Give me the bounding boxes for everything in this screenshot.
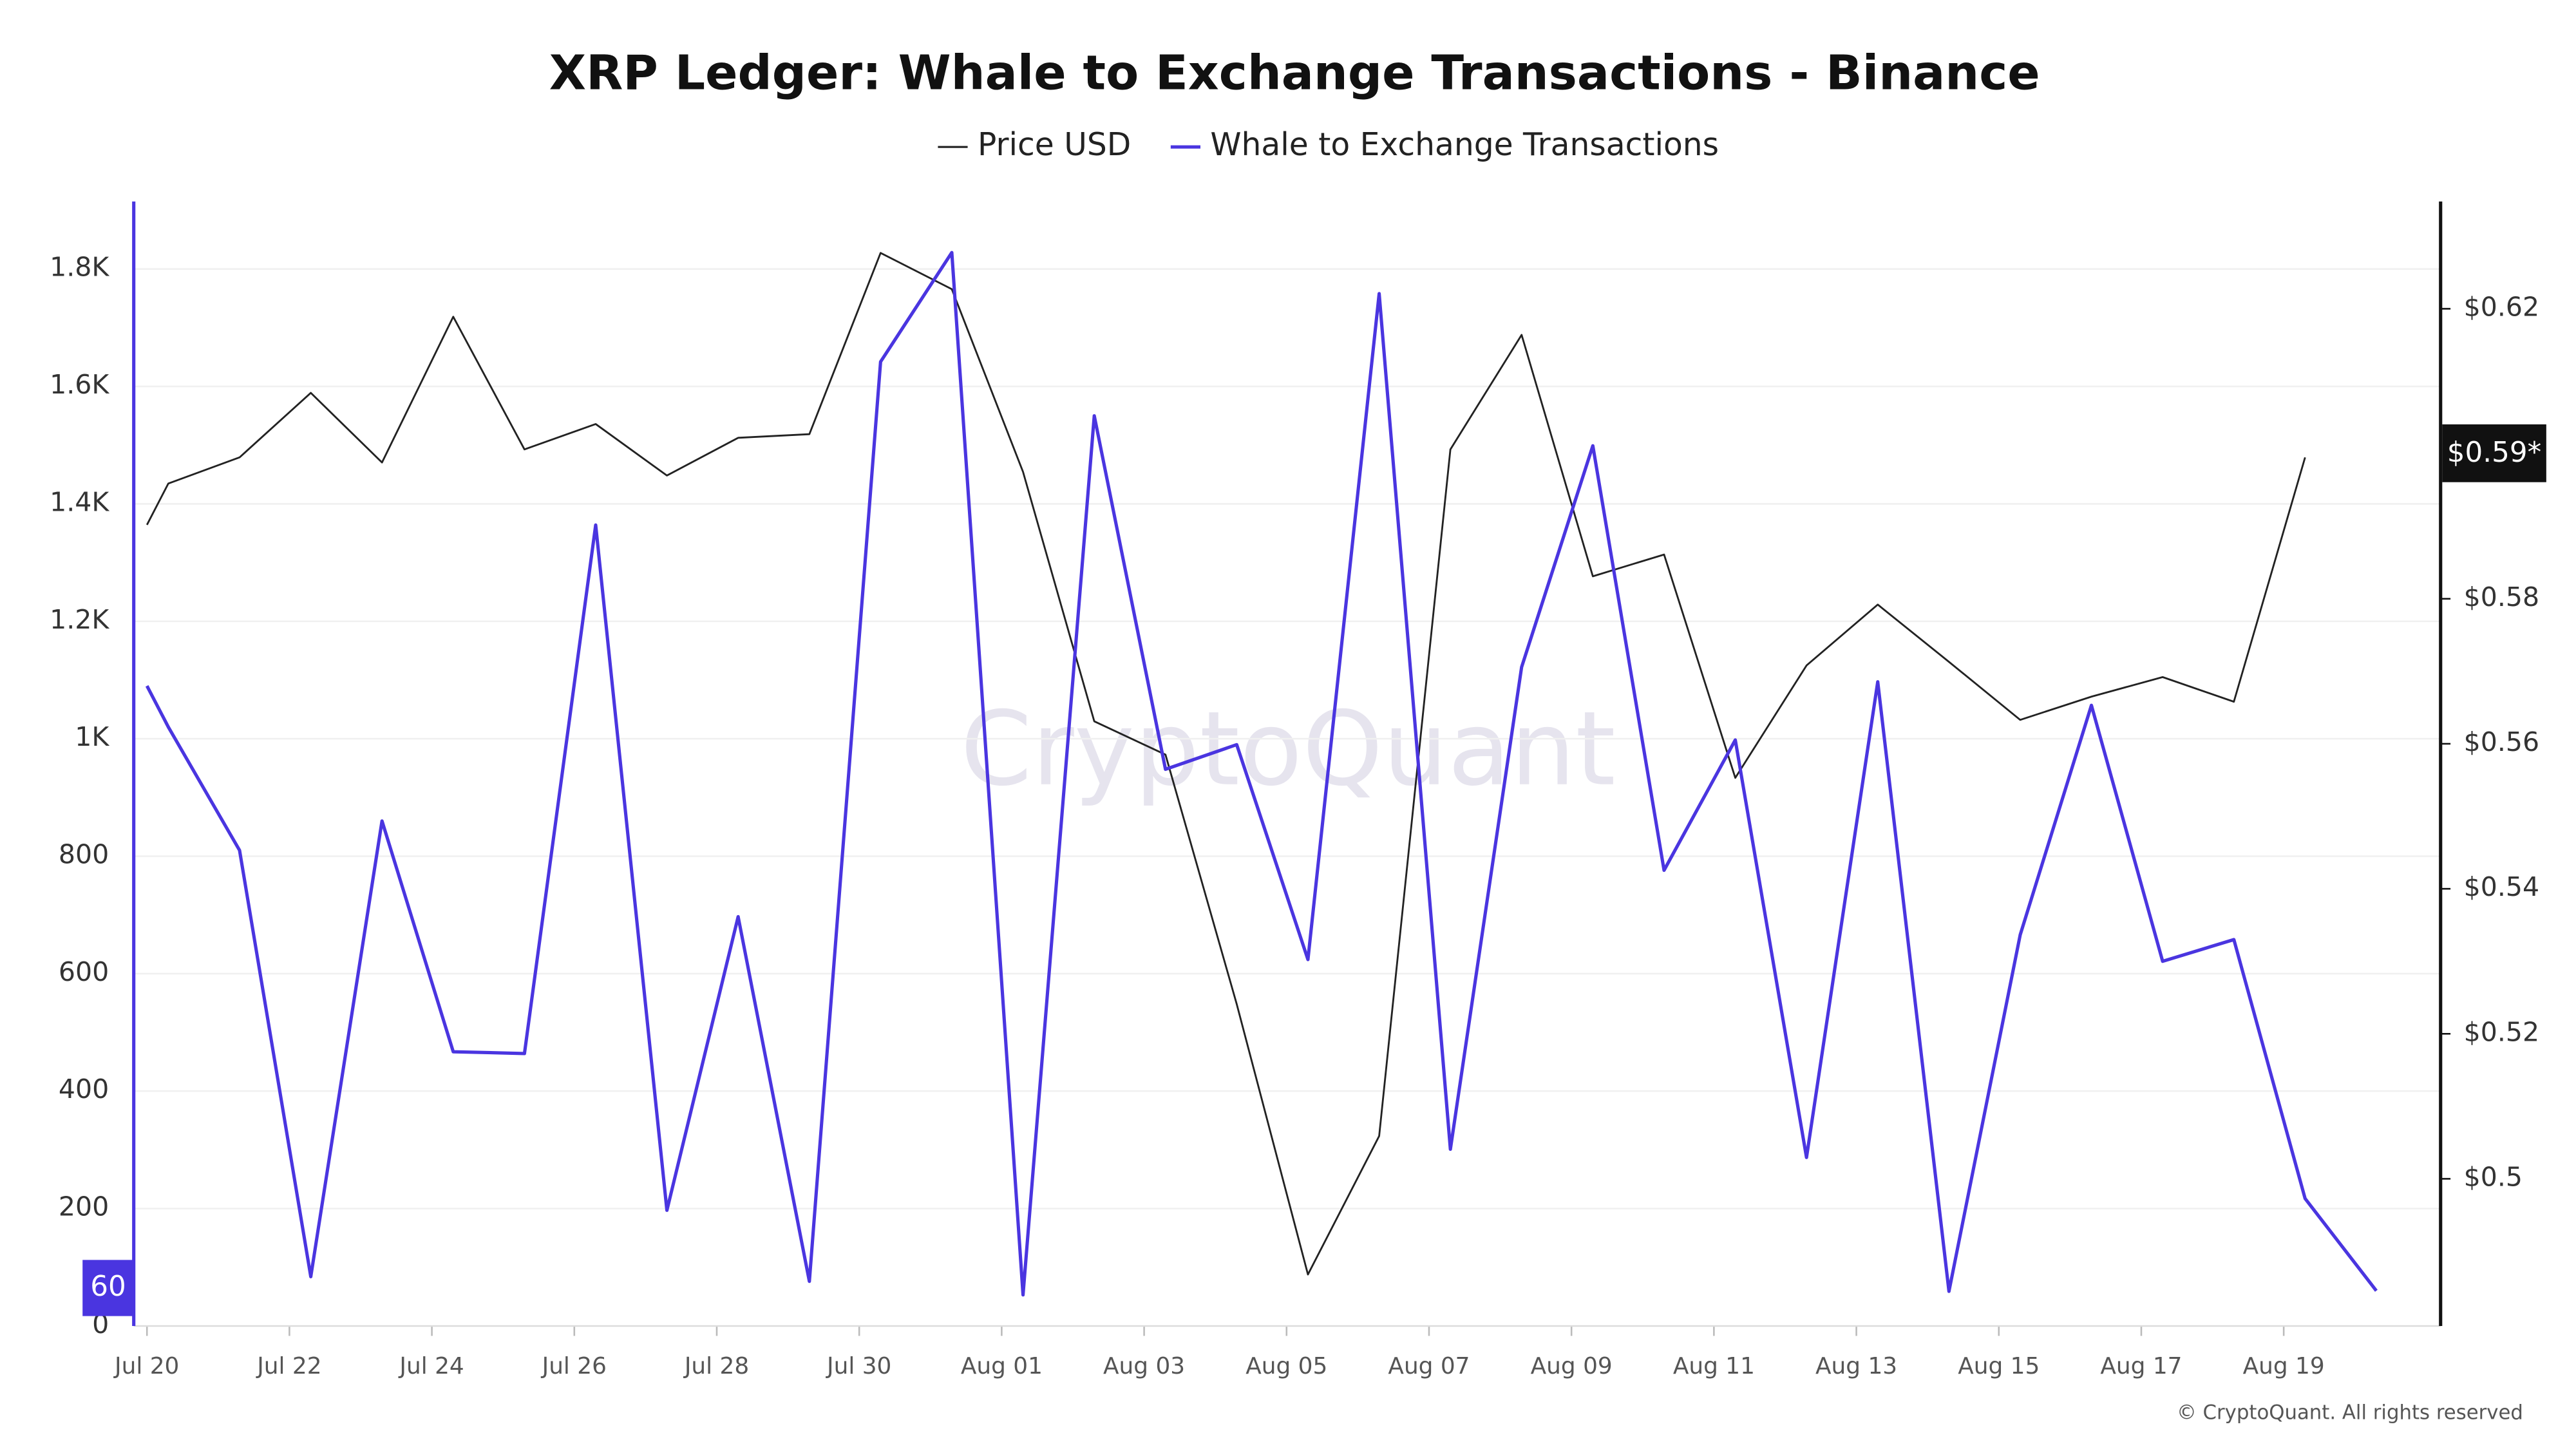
x-tick-label: Jul 26: [541, 1353, 607, 1379]
y-tick-label: 1.6K: [50, 369, 109, 400]
legend-label: Whale to Exchange Transactions: [1210, 127, 1719, 163]
x-tick-label: Aug 11: [1673, 1353, 1755, 1379]
x-tick-label: Aug 03: [1103, 1353, 1185, 1379]
x-tick-label: Aug 05: [1245, 1353, 1327, 1379]
chart-title: XRP Ledger: Whale to Exchange Transactio…: [549, 44, 2040, 100]
x-tick-label: Aug 19: [2243, 1353, 2325, 1379]
last-value-label: 60: [90, 1271, 126, 1303]
y-tick-label: 1.8K: [50, 252, 109, 283]
y2-tick-label: $0.56: [2464, 726, 2539, 757]
x-tick-label: Jul 28: [683, 1353, 749, 1379]
y-tick-label: 1.4K: [50, 486, 109, 517]
legend-label: Price USD: [978, 127, 1131, 163]
y-tick-label: 200: [59, 1191, 109, 1222]
x-tick-label: Aug 07: [1388, 1353, 1470, 1379]
series-line: [145, 251, 2378, 1297]
x-tick-label: Aug 01: [961, 1353, 1043, 1379]
copyright: © CryptoQuant. All rights reserved: [2177, 1401, 2523, 1424]
x-tick-label: Jul 30: [826, 1353, 891, 1379]
y-tick-label: 400: [59, 1074, 109, 1104]
y2-tick-label: $0.54: [2464, 871, 2539, 902]
x-tick-label: Aug 17: [2100, 1353, 2182, 1379]
y2-tick-label: $0.52: [2464, 1016, 2539, 1047]
x-tick-label: Aug 15: [1958, 1353, 2040, 1379]
price-badge-label: $0.59*: [2447, 437, 2542, 469]
y-tick-label: 1.2K: [50, 604, 109, 635]
y-tick-label: 600: [59, 956, 109, 987]
x-tick-label: Jul 24: [398, 1353, 464, 1379]
series-line: [146, 252, 2306, 1276]
x-tick-label: Aug 13: [1815, 1353, 1897, 1379]
y-tick-label: 1K: [75, 721, 109, 752]
x-tick-label: Jul 22: [256, 1353, 321, 1379]
last-value-badge: [82, 1260, 134, 1316]
y2-tick-label: $0.5: [2464, 1161, 2523, 1192]
y2-tick-label: $0.58: [2464, 582, 2539, 612]
x-tick-label: Jul 20: [113, 1353, 179, 1379]
x-tick-label: Aug 09: [1531, 1353, 1613, 1379]
y-tick-label: 800: [59, 839, 109, 870]
y2-tick-label: $0.62: [2464, 291, 2539, 322]
price-badge: [2442, 424, 2546, 482]
